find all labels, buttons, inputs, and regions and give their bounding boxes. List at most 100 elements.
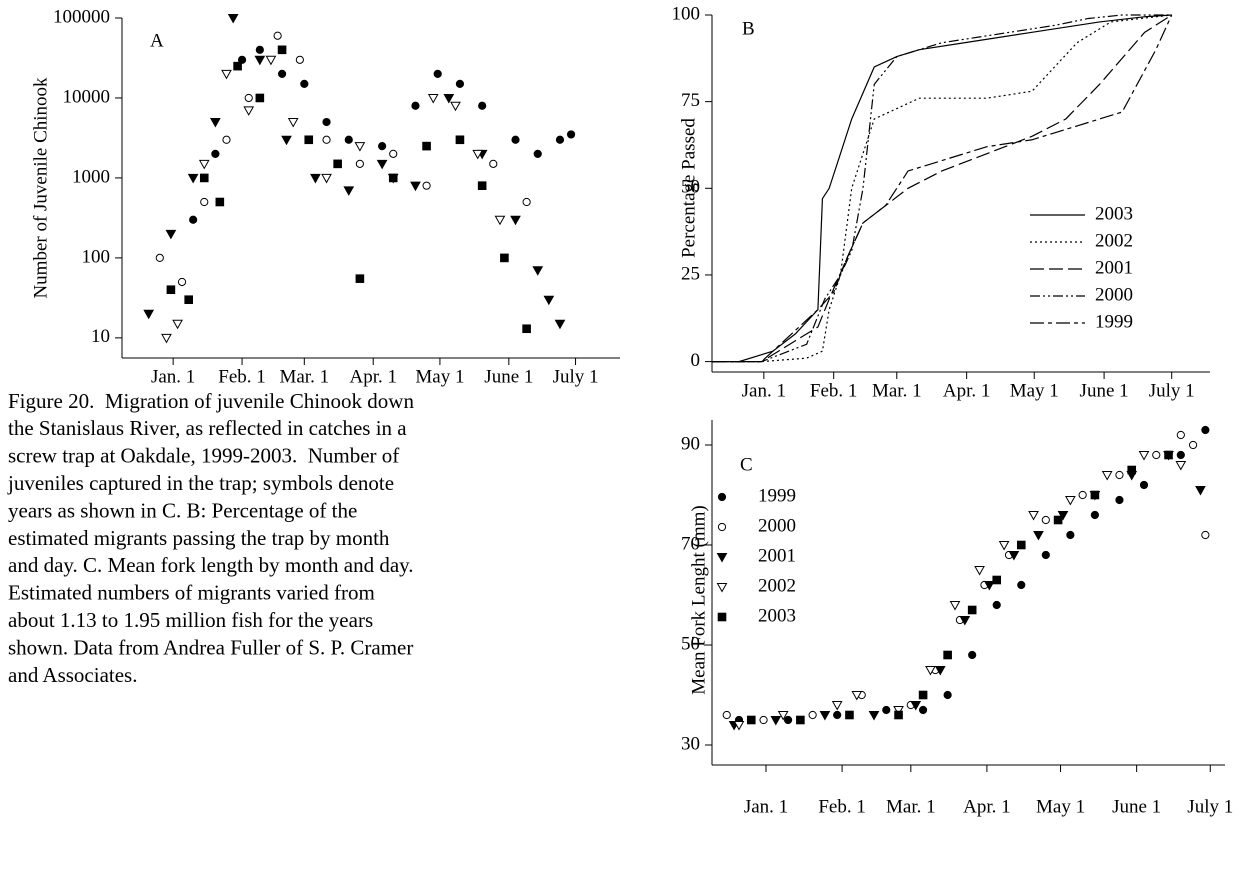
marker: [949, 601, 961, 611]
marker: [532, 266, 544, 276]
caption-line: Figure 20. Migration of juvenile Chinook…: [8, 389, 414, 413]
marker: [333, 159, 342, 169]
marker: [281, 135, 292, 146]
marker: [422, 181, 431, 190]
marker: [143, 309, 155, 320]
legend-marker: [717, 492, 727, 502]
y-tick-label: 75: [681, 90, 700, 111]
marker: [494, 215, 506, 226]
marker: [210, 118, 221, 128]
marker: [1175, 461, 1187, 471]
marker: [1188, 440, 1198, 450]
marker: [177, 277, 187, 287]
caption-line: Estimated numbers of migrants varied fro…: [8, 581, 375, 605]
x-tick-label: Mar. 1: [279, 366, 329, 387]
marker: [388, 173, 398, 183]
legend-label: 1999: [1095, 311, 1133, 332]
marker: [868, 711, 880, 721]
x-tick-label: July 1: [553, 366, 599, 387]
marker: [943, 690, 952, 700]
marker: [1053, 515, 1063, 525]
y-tick-label: 50: [681, 177, 700, 198]
marker: [450, 101, 461, 112]
marker: [165, 229, 177, 240]
legend-label: 1999: [758, 485, 796, 506]
caption-line: and day. C. Mean fork length by month an…: [8, 553, 414, 577]
marker: [478, 101, 487, 110]
marker: [455, 135, 465, 145]
marker: [187, 173, 199, 184]
marker: [500, 253, 509, 263]
marker: [1115, 495, 1124, 505]
marker: [722, 710, 731, 720]
marker: [233, 61, 242, 71]
y-tick-label: 10: [91, 326, 110, 347]
marker: [968, 650, 977, 660]
marker: [155, 253, 164, 262]
marker: [287, 118, 299, 128]
y-axis-label: Percentage Passed: [678, 118, 699, 258]
marker: [295, 55, 304, 64]
marker: [237, 55, 247, 64]
marker: [410, 181, 421, 192]
marker: [831, 701, 843, 711]
marker: [1057, 511, 1069, 521]
marker: [959, 616, 971, 626]
x-tick-label: Jan. 1: [742, 380, 786, 401]
marker: [273, 31, 282, 40]
y-tick-label: 100: [672, 3, 701, 24]
marker: [1066, 530, 1075, 540]
legend-label: 2002: [758, 575, 796, 596]
series-line: [712, 14, 1172, 363]
marker: [1176, 450, 1185, 460]
marker: [389, 149, 398, 158]
marker: [255, 45, 264, 54]
marker: [343, 186, 355, 196]
panel-label: A: [150, 30, 164, 51]
marker: [200, 197, 209, 207]
marker: [215, 197, 225, 207]
x-tick-label: July 1: [1149, 380, 1195, 401]
marker: [1201, 530, 1210, 540]
marker: [378, 142, 387, 151]
y-tick-label: 30: [681, 733, 700, 754]
marker: [455, 79, 465, 88]
marker: [1152, 450, 1161, 460]
marker: [882, 705, 891, 715]
marker: [477, 181, 487, 190]
marker: [808, 710, 817, 720]
y-tick-label: 10000: [63, 86, 111, 107]
marker: [1101, 471, 1113, 481]
legend-marker: [717, 612, 727, 622]
caption-line: juveniles captured in the trap; symbols …: [7, 471, 394, 495]
y-tick-label: 90: [681, 433, 700, 454]
y-tick-label: 1000: [72, 166, 110, 187]
marker: [522, 324, 531, 334]
marker: [770, 716, 782, 726]
marker: [199, 173, 209, 183]
legend-marker: [716, 583, 728, 593]
marker: [555, 135, 565, 144]
marker: [1164, 450, 1173, 460]
marker: [184, 295, 193, 305]
marker: [893, 706, 904, 716]
y-axis-label: Number of Juvenile Chinook: [30, 77, 51, 299]
marker: [992, 575, 1002, 585]
y-tick-label: 50: [681, 633, 700, 654]
marker: [1008, 551, 1020, 561]
marker: [1115, 470, 1124, 480]
series-line: [712, 14, 1173, 363]
x-tick-label: Feb. 1: [218, 366, 266, 387]
marker: [777, 711, 789, 721]
legend-label: 2000: [1095, 284, 1133, 305]
marker: [166, 285, 176, 295]
x-tick-label: June 1: [484, 366, 533, 387]
y-tick-label: 0: [691, 350, 701, 371]
marker: [554, 319, 566, 330]
y-tick-label: 70: [681, 533, 700, 554]
marker: [759, 715, 768, 725]
marker: [1127, 465, 1137, 475]
marker: [1090, 510, 1100, 520]
x-tick-label: June 1: [1112, 796, 1161, 817]
